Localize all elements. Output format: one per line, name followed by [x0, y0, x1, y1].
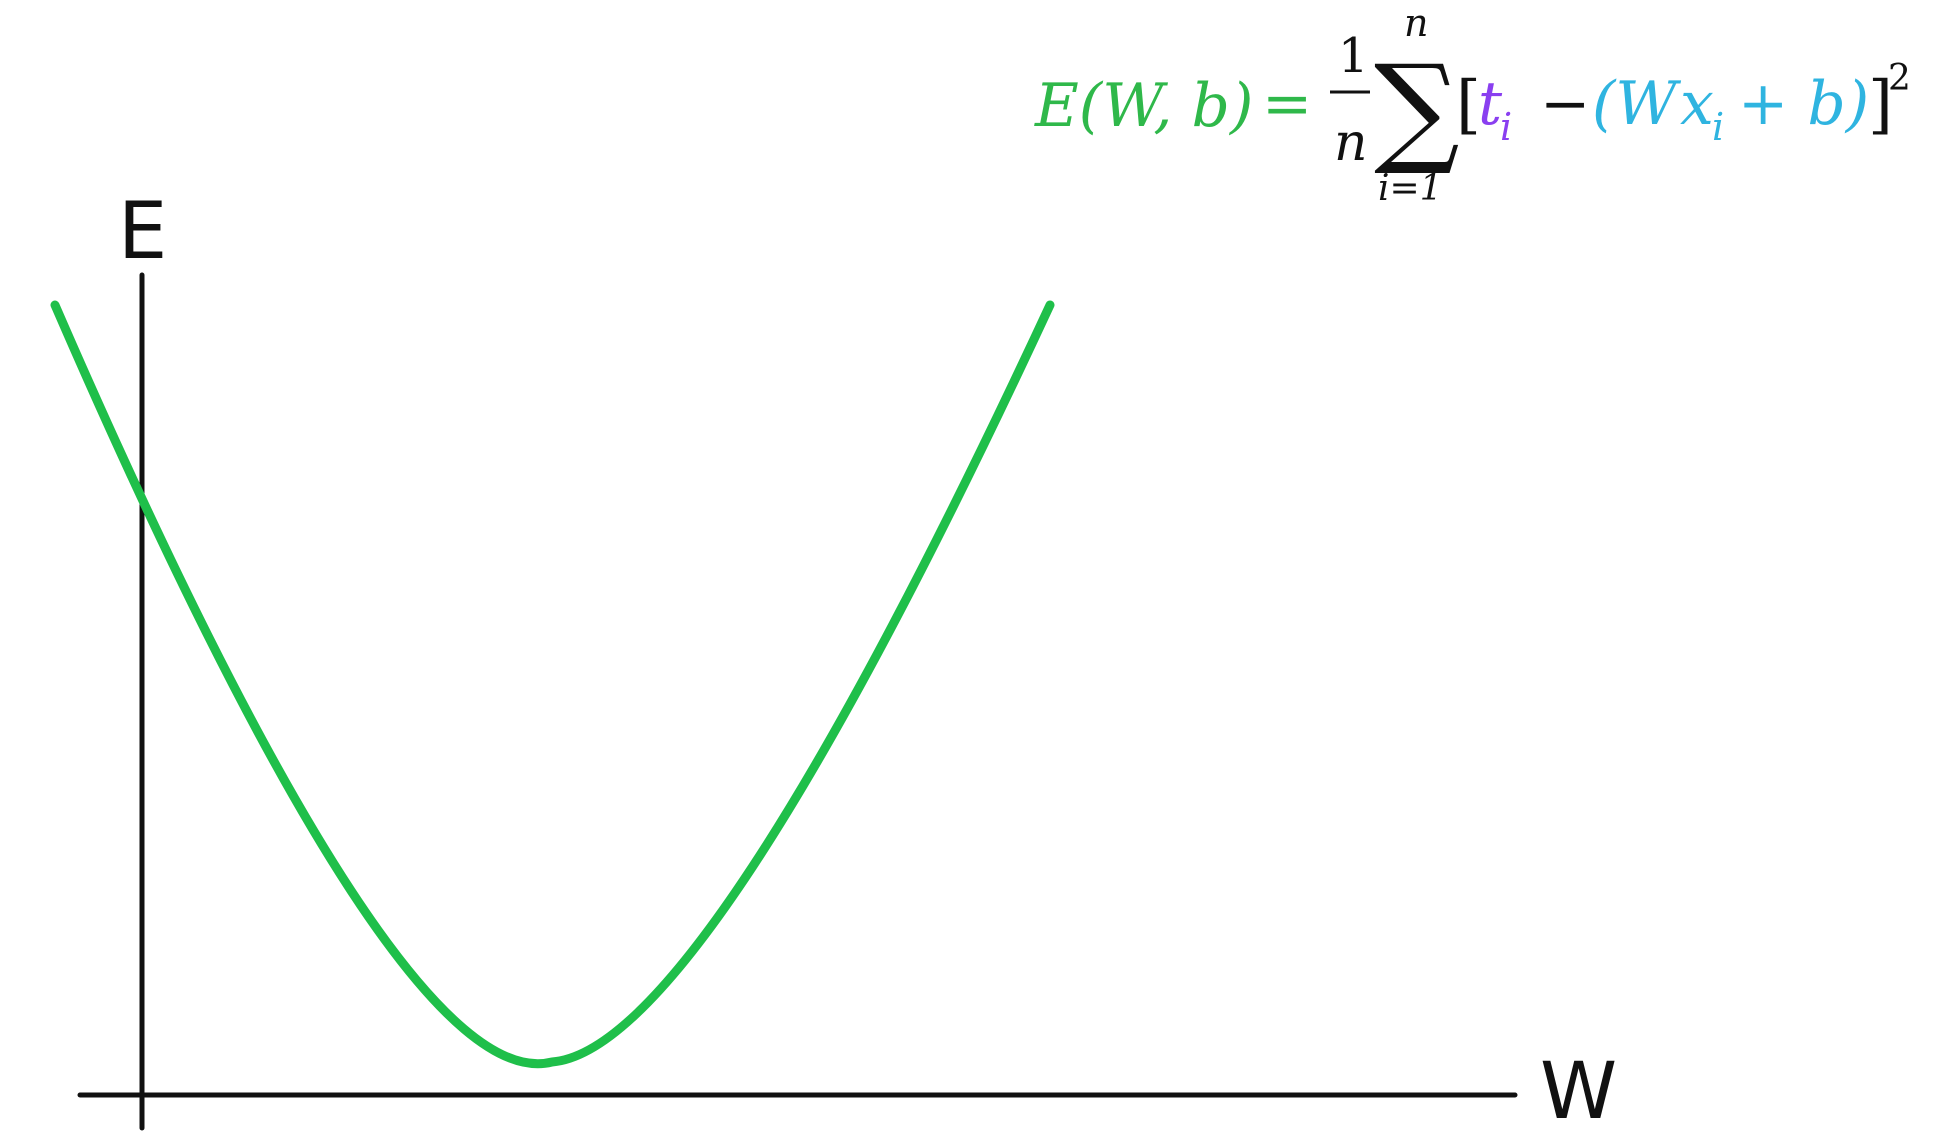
- loss-formula: E(W, b) = 1 n n ∑ i=1 [ t i − (W x i + b…: [1034, 1, 1911, 209]
- formula-prediction-subscript: i: [1712, 105, 1724, 149]
- formula-minus: −: [1540, 69, 1590, 139]
- formula-exponent: 2: [1888, 58, 1911, 99]
- formula-target-subscript: i: [1500, 105, 1512, 149]
- formula-fraction-denominator: n: [1334, 113, 1368, 173]
- formula-equals: =: [1262, 69, 1312, 139]
- x-axis-label: W: [1540, 1047, 1617, 1137]
- formula-sum-symbol: ∑: [1374, 40, 1460, 179]
- formula-prediction-x: x: [1680, 69, 1714, 139]
- formula-open-bracket: [: [1456, 68, 1481, 142]
- formula-close-bracket: ]: [1868, 68, 1893, 142]
- axes: E W: [77, 187, 1617, 1137]
- formula-prediction-rest: + b): [1738, 69, 1869, 139]
- formula-fraction-numerator: 1: [1338, 28, 1369, 84]
- y-axis-label: E: [118, 187, 167, 277]
- formula-sum-lower-limit: i=1: [1378, 168, 1443, 209]
- parabola-curve: [50, 300, 1055, 1069]
- formula-sum-upper-limit: n: [1404, 1, 1428, 45]
- formula-prediction-open: (W: [1592, 69, 1681, 139]
- formula-lhs: E(W, b): [1034, 71, 1253, 141]
- formula-target: t: [1478, 69, 1503, 139]
